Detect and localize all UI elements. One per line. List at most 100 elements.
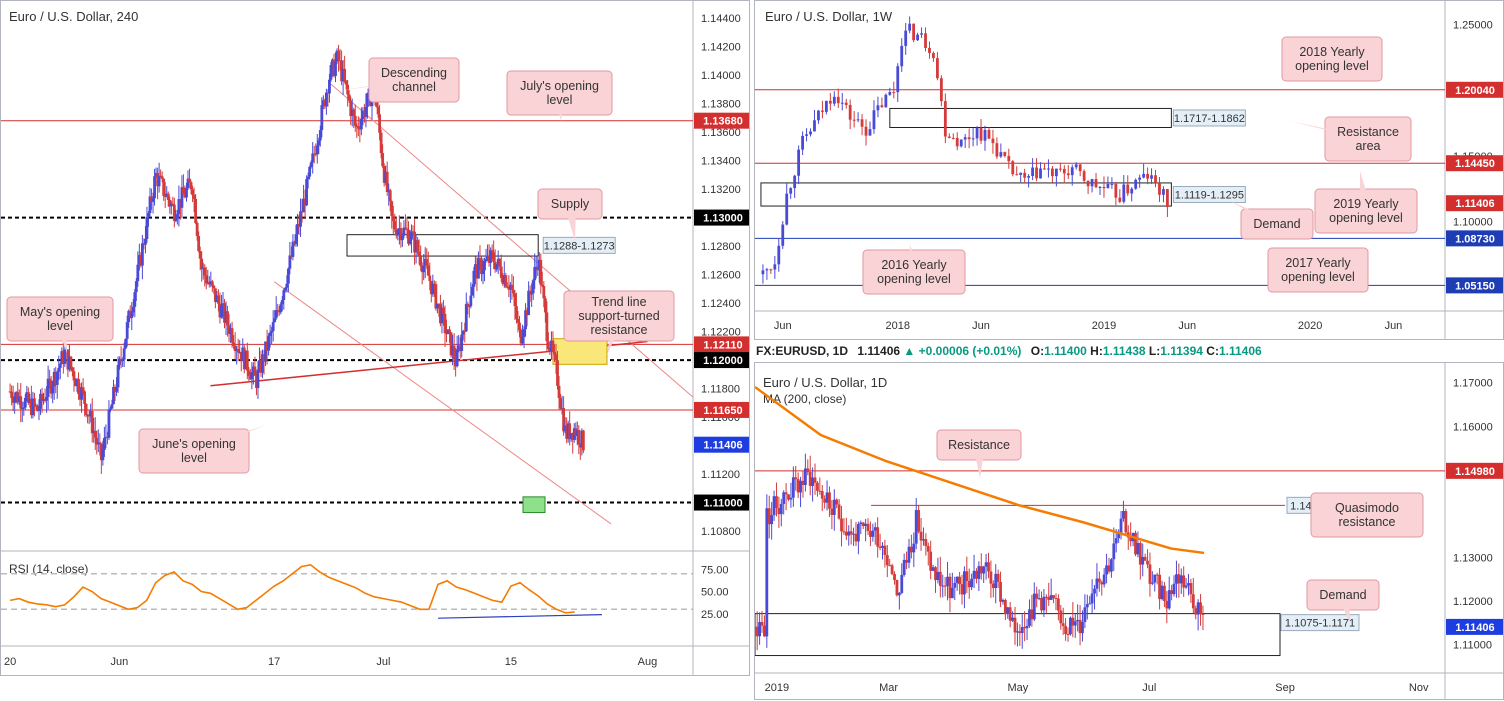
- d1-candle: [1061, 623, 1065, 627]
- h4-candle: [542, 286, 546, 299]
- h4-candle: [200, 258, 204, 270]
- w1-level-label: 1.20040: [1455, 85, 1495, 97]
- d1-callout-demand: Demand: [1319, 588, 1366, 602]
- h4-candle: [130, 312, 134, 319]
- h4-candle: [206, 281, 210, 284]
- h4-candle: [52, 371, 56, 387]
- h4-candle: [248, 375, 252, 380]
- w1-candle: [805, 134, 808, 136]
- h4-candle: [451, 345, 454, 356]
- w1-candle: [1070, 167, 1074, 176]
- h4-candle: [28, 398, 32, 403]
- h4-candle: [387, 190, 391, 192]
- h4-candle: [363, 110, 366, 117]
- d1-candle: [811, 477, 815, 486]
- ma-indicator-label: MA (200, close): [763, 392, 847, 406]
- h4-candle: [318, 130, 322, 141]
- w1-x-tick-label: 2019: [1092, 320, 1116, 332]
- d1-candle: [1167, 590, 1171, 609]
- h4-chart-title: Euro / U.S. Dollar, 240: [9, 9, 139, 24]
- h4-candle: [46, 378, 50, 398]
- d1-candle: [1003, 600, 1007, 614]
- h4-candle: [171, 203, 175, 205]
- h4-y-tick-label: 1.11800: [701, 384, 740, 396]
- h4-candle: [34, 405, 38, 407]
- w1-callout-resistance-area-pointer: [1290, 121, 1374, 139]
- d1-candle: [955, 576, 959, 583]
- h4-candle: [566, 423, 570, 439]
- h4-candle: [282, 290, 286, 300]
- w1-candle: [1098, 186, 1102, 188]
- d1-candle: [1182, 575, 1186, 588]
- h4-candle: [55, 371, 59, 385]
- w1-x-tick-label: Jun: [1178, 320, 1196, 332]
- d1-chart-panel[interactable]: Euro / U.S. Dollar, 1D MA (200, close) 1…: [754, 362, 1504, 700]
- w1-zone-label-bg: [1172, 185, 1246, 203]
- d1-candle: [1119, 518, 1123, 534]
- w1-candle: [809, 131, 812, 135]
- h4-candle: [247, 370, 251, 376]
- w1-candle: [1058, 168, 1062, 170]
- h4-candle: [501, 277, 505, 284]
- h4-candle: [93, 430, 97, 438]
- d1-candle: [883, 545, 887, 556]
- h4-candle: [13, 396, 17, 403]
- w1-candle: [793, 175, 797, 189]
- w1-candle: [1130, 188, 1134, 194]
- h4-candle: [77, 379, 80, 394]
- h4-candle: [137, 255, 141, 265]
- h4-level-label: 1.13680: [703, 116, 743, 128]
- w1-candle: [896, 66, 900, 93]
- h4-candle: [454, 359, 458, 367]
- h4-candle: [470, 286, 474, 296]
- h4-candle: [185, 188, 188, 198]
- w1-candle: [1154, 175, 1157, 183]
- h4-chart-svg[interactable]: 1.14400 1.14200 1.14000 1.13800 1.13600 1.134…: [1, 1, 750, 676]
- h4-candle: [434, 284, 438, 309]
- d1-candle: [943, 585, 947, 587]
- h4-candle: [8, 391, 12, 393]
- h4-confluence-box: [552, 338, 608, 365]
- d1-chart-svg[interactable]: 1.17000 1.16000 1.13000 1.12000 1.11000 2019 M…: [755, 363, 1504, 700]
- d1-x-tick-label: Nov: [1409, 682, 1429, 694]
- h4-candle: [331, 59, 334, 66]
- h4-candle: [29, 398, 33, 416]
- h4-x-tick-label: Jul: [376, 656, 390, 668]
- h4-candle: [376, 106, 380, 115]
- w1-candle: [860, 119, 864, 127]
- header-high: 1.11438: [1102, 344, 1146, 358]
- h4-x-tick-label: 15: [505, 656, 517, 668]
- w1-chart-panel[interactable]: Euro / U.S. Dollar, 1W 1.250001.150001.1…: [754, 0, 1504, 340]
- h4-chart-panel[interactable]: Euro / U.S. Dollar, 240 1.14400 1.14200 1.…: [0, 0, 750, 676]
- h4-candle: [285, 283, 289, 288]
- h4-candle: [545, 312, 549, 342]
- h4-candle: [539, 259, 543, 285]
- h4-zone-label-bg: [542, 236, 616, 254]
- w1-candle: [868, 129, 872, 136]
- w1-chart-svg[interactable]: 1.250001.150001.10000Jun2018Jun2019Jun20…: [755, 1, 1504, 340]
- d1-ma-200-line: [755, 386, 1205, 555]
- h4-candle: [96, 442, 100, 445]
- w1-candle: [832, 96, 836, 104]
- d1-candle: [1090, 593, 1094, 604]
- h4-candle: [78, 393, 82, 400]
- d1-candle: [963, 571, 966, 595]
- h4-callout-julys-opening: July's opening level: [520, 79, 599, 107]
- w1-callout-2017-box: [1267, 247, 1369, 293]
- h4-candle: [153, 176, 156, 199]
- d1-candle: [895, 579, 899, 596]
- h4-candle: [134, 281, 138, 293]
- h4-candle: [89, 411, 93, 417]
- h4-candle: [475, 264, 479, 279]
- h4-candle: [230, 328, 234, 343]
- h4-candle: [311, 153, 315, 163]
- w1-x-tick-label: 2018: [886, 320, 910, 332]
- h4-candle: [238, 351, 242, 353]
- h4-candle: [104, 436, 108, 438]
- h4-y-tick-label: 1.13800: [701, 99, 741, 111]
- d1-x-tick-label: May: [1007, 682, 1028, 694]
- h4-candle: [512, 289, 515, 294]
- h4-candle: [217, 295, 220, 304]
- h4-last-price-label-bg: [694, 436, 749, 453]
- h4-candle: [229, 328, 232, 335]
